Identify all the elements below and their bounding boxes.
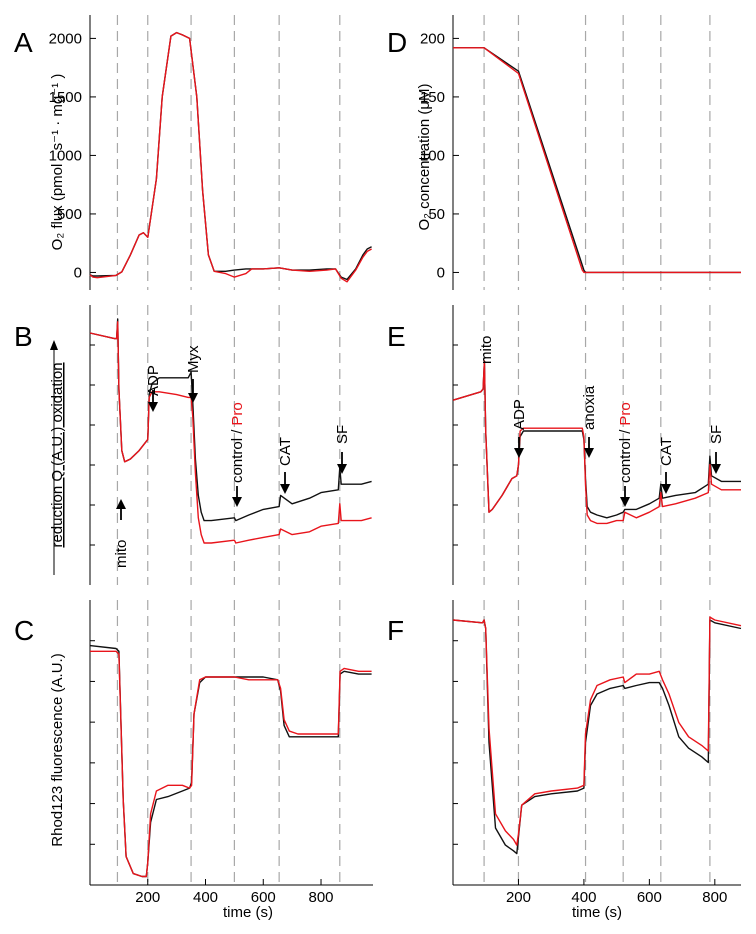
panel-letter-a: A (14, 27, 33, 58)
x-axis-label-right: time (s) (572, 904, 622, 921)
panel-letter-f: F (387, 615, 404, 646)
y-tick-label-a-3: 1500 (49, 89, 82, 106)
y-axis-label-a: O₂ flux (pmol · s⁻¹ · mg⁻¹ ) (49, 74, 66, 251)
annotation-sf-right-text: SF (708, 425, 725, 444)
arrow-head-sf-left (337, 464, 347, 474)
y-tick-label-a-4: 2000 (49, 30, 82, 47)
x-tick-label-c-1: 400 (193, 889, 218, 906)
annotation-sf-left-text: SF (334, 425, 351, 444)
y-axis-label-c: Rhod123 fluorescence (A.U.) (49, 653, 66, 846)
annotation-mito-left-text: mito (113, 540, 130, 568)
arrow-head-myx-left (188, 393, 198, 403)
trace-a-black (89, 31, 372, 281)
panel-b (89, 305, 372, 585)
annotation-cat-right-text: CAT (658, 437, 675, 466)
x-tick-label-f-1: 400 (571, 889, 596, 906)
trace-b-red (89, 321, 372, 544)
arrow-head-mito-left (116, 499, 126, 509)
trace-f-black (452, 619, 742, 855)
annotation-mito-right: mito (478, 336, 495, 364)
annotation-mito-right-text: mito (478, 336, 495, 364)
y-tick-label-d-2: 100 (420, 147, 445, 164)
panel-letter-e: E (387, 321, 406, 352)
y-axis-label-b: reduction Q (A.U.) oxidation (49, 340, 66, 575)
annotation-adp-left: ADP (145, 365, 162, 412)
trace-c-black (89, 644, 372, 878)
panel-e (452, 305, 741, 585)
y-tick-label-d-1: 50 (428, 206, 445, 223)
annotation-sf-right: SF (708, 425, 725, 474)
annotation-control-left-text: control / Pro (229, 402, 246, 483)
y-tick-label-d-4: 200 (420, 30, 445, 47)
annotation-anoxia-right-text: anoxia (581, 385, 598, 430)
annotation-control-right-text: control / Pro (617, 402, 634, 483)
trace-d-black (453, 47, 741, 274)
arrow-head-control-right (620, 497, 630, 507)
x-axis-label-left: time (s) (223, 904, 273, 921)
panel-a: 0 500 1000 1500 2000 (49, 15, 372, 290)
annotation-control-right-label: control / (617, 429, 634, 483)
arrow-head-sf-right (711, 464, 721, 474)
annotation-control-pro-left: control / Pro (229, 402, 246, 507)
arrow-head-control-left (232, 497, 242, 507)
x-tick-label-f-3: 800 (702, 889, 727, 906)
x-tick-label-c-2: 600 (251, 889, 276, 906)
panel-letter-c: C (14, 615, 34, 646)
annotation-pro-left-label: Pro (229, 402, 246, 425)
x-tick-label-c-3: 800 (309, 889, 334, 906)
y-tick-label-d-3: 150 (420, 89, 445, 106)
annotation-control-left-label: control / (229, 429, 246, 483)
y-axis-label-b-text: reduction Q (A.U.) oxidation (49, 362, 66, 547)
annotation-pro-right-label: Pro (617, 402, 634, 425)
arrow-head-cat-left (280, 484, 290, 494)
arrow-head-anoxia-right (584, 448, 594, 458)
trace-e-red (452, 360, 741, 525)
annotation-adp-right: ADP (511, 399, 528, 458)
annotation-myx-left-text: Myx (185, 345, 202, 373)
y-tick-label-a-0: 0 (74, 264, 82, 281)
annotation-myx-left: Myx (185, 345, 202, 403)
annotation-adp-left-text: ADP (145, 365, 162, 396)
panel-d: 0 50 100 150 200 (420, 15, 741, 290)
x-tick-label-c-0: 200 (135, 889, 160, 906)
y-axis-label-d: O₂ concentration (μM) (416, 83, 433, 230)
x-tick-label-f-2: 600 (637, 889, 662, 906)
arrow-head-adp-left (148, 402, 158, 412)
panel-c: 200 400 600 800 (89, 600, 373, 906)
y-tick-label-a-2: 1000 (49, 147, 82, 164)
trace-d-red (453, 47, 741, 274)
annotations-right: mito ADP anoxia control / Pro CAT SF (478, 336, 725, 507)
panel-letter-d: D (387, 27, 407, 58)
annotation-mito-left: mito (113, 499, 130, 568)
annotation-control-pro-right: control / Pro (617, 402, 634, 507)
oxidation-arrow-head (50, 340, 58, 350)
plot-area: 0 500 1000 1500 2000 200 400 600 800 0 50 100 150 200… (49, 15, 742, 906)
x-tick-label-f-0: 200 (506, 889, 531, 906)
annotation-anoxia-right: anoxia (581, 385, 598, 458)
y-tick-label-a-1: 500 (57, 206, 82, 223)
y-tick-label-d-0: 0 (437, 264, 445, 281)
panel-letter-b: B (14, 321, 33, 352)
annotation-cat-left-text: CAT (277, 437, 294, 466)
annotation-sf-left: SF (334, 425, 351, 474)
trace-c-red (90, 650, 372, 878)
panel-f: 200 400 600 800 (452, 600, 742, 906)
annotation-cat-left: CAT (277, 437, 294, 494)
trace-a-red (89, 31, 372, 283)
annotations-left: mito ADP Myx control / Pro CAT SF (113, 345, 351, 568)
annotation-adp-right-text: ADP (511, 399, 528, 430)
trace-f-red (452, 616, 742, 846)
trace-e-black (452, 360, 741, 519)
arrow-head-adp-right (514, 448, 524, 458)
annotation-cat-right: CAT (658, 437, 675, 494)
arrow-head-cat-right (661, 484, 671, 494)
